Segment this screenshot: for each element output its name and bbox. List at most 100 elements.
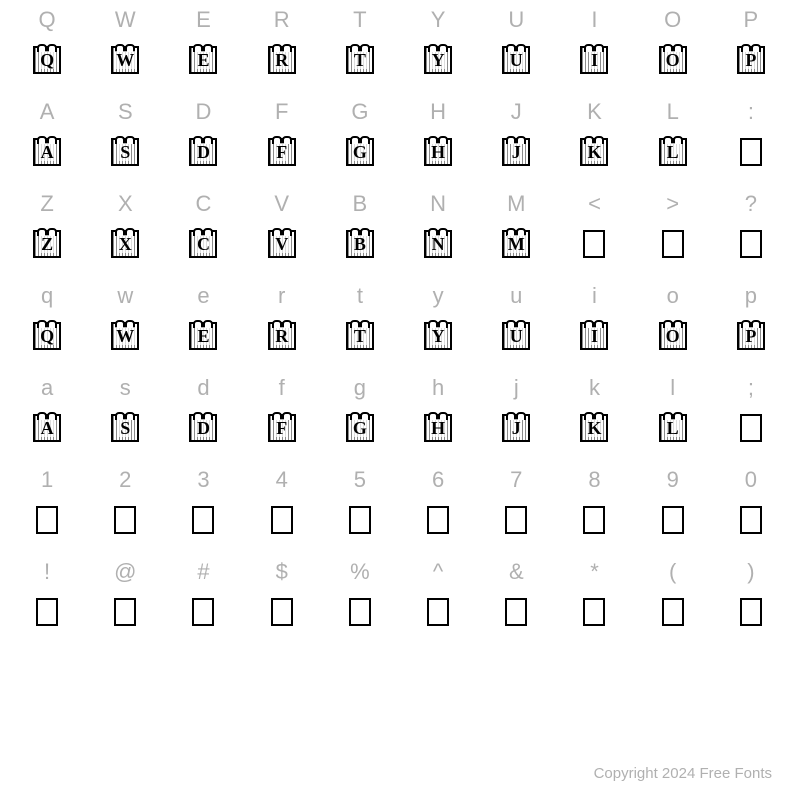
charmap-cell: HH [399,92,477,184]
charmap-cell: JJ [477,92,555,184]
charmap-glyph [662,224,684,264]
glyph-letter: J [511,419,522,437]
charmap-glyph [740,224,762,264]
charmap-key-label: 6 [432,460,444,500]
charmap-key-label: f [279,368,285,408]
empty-glyph-box [427,598,449,626]
charmap-cell: II [555,0,633,92]
charmap-cell: 9 [634,460,712,552]
decorative-glyph-box: J [502,138,530,166]
charmap-key-label: Q [39,0,56,40]
charmap-key-label: H [430,92,446,132]
charmap-glyph [271,500,293,540]
charmap-cell: yY [399,276,477,368]
glyph-letter: U [509,51,524,69]
charmap-key-label: K [587,92,602,132]
charmap-key-label: e [197,276,209,316]
empty-glyph-box [114,506,136,534]
charmap-key-label: S [118,92,133,132]
decorative-glyph-box: C [189,230,217,258]
empty-glyph-box [427,506,449,534]
decorative-glyph-box: A [33,138,61,166]
charmap-key-label: B [353,184,368,224]
empty-glyph-box [740,414,762,442]
charmap-glyph [36,500,58,540]
charmap-key-label: i [592,276,597,316]
charmap-glyph: E [189,316,217,356]
charmap-glyph: E [189,40,217,80]
charmap-cell: MM [477,184,555,276]
charmap-key-label: % [350,552,370,592]
charmap-key-label: w [117,276,133,316]
charmap-cell: fF [243,368,321,460]
charmap-key-label: r [278,276,285,316]
charmap-key-label: l [670,368,675,408]
decorative-glyph-box: O [659,46,687,74]
charmap-glyph: U [502,40,530,80]
charmap-glyph [192,500,214,540]
charmap-key-label: @ [114,552,136,592]
charmap-key-label: L [667,92,679,132]
glyph-letter: A [40,419,55,437]
charmap-glyph: Q [33,316,61,356]
decorative-glyph-box: M [502,230,530,258]
decorative-glyph-box: R [268,322,296,350]
charmap-glyph [271,592,293,632]
charmap-key-label: : [748,92,754,132]
charmap-key-label: ! [44,552,50,592]
charmap-cell: aA [8,368,86,460]
charmap-cell: & [477,552,555,644]
glyph-letter: E [196,327,210,345]
charmap-key-label: U [508,0,524,40]
decorative-glyph-box: D [189,138,217,166]
decorative-glyph-box: Z [33,230,61,258]
charmap-cell: DD [164,92,242,184]
charmap-glyph: D [189,132,217,172]
charmap-cell: 1 [8,460,86,552]
empty-glyph-box [740,230,762,258]
glyph-letter: W [115,327,135,345]
decorative-glyph-box: A [33,414,61,442]
decorative-glyph-box: G [346,414,374,442]
charmap-cell: ( [634,552,712,644]
decorative-glyph-box: O [659,322,687,350]
charmap-key-label: 2 [119,460,131,500]
charmap-glyph: L [659,132,687,172]
empty-glyph-box [505,598,527,626]
charmap-key-label: 0 [745,460,757,500]
glyph-letter: J [511,143,522,161]
charmap-key-label: d [197,368,209,408]
decorative-glyph-box: D [189,414,217,442]
empty-glyph-box [192,506,214,534]
glyph-letter: X [118,235,133,253]
charmap-glyph: W [111,316,139,356]
decorative-glyph-box: G [346,138,374,166]
charmap-cell: GG [321,92,399,184]
empty-glyph-box [505,506,527,534]
charmap-key-label: & [509,552,524,592]
charmap-cell: wW [86,276,164,368]
decorative-glyph-box: J [502,414,530,442]
glyph-letter: Q [39,51,55,69]
decorative-glyph-box: Q [33,46,61,74]
charmap-key-label: F [275,92,288,132]
charmap-glyph: W [111,40,139,80]
charmap-key-label: a [41,368,53,408]
charmap-cell: ^ [399,552,477,644]
charmap-glyph: K [580,408,608,448]
charmap-key-label: h [432,368,444,408]
charmap-glyph: P [737,40,765,80]
charmap-glyph [349,592,371,632]
empty-glyph-box [740,138,762,166]
charmap-cell: % [321,552,399,644]
charmap-cell: FF [243,92,321,184]
glyph-letter: G [352,419,368,437]
charmap-cell: QQ [8,0,86,92]
decorative-glyph-box: L [659,138,687,166]
charmap-cell: > [634,184,712,276]
charmap-cell: LL [634,92,712,184]
charmap-glyph: A [33,408,61,448]
decorative-glyph-box: W [111,46,139,74]
glyph-letter: O [665,327,681,345]
footer-copyright: Copyright 2024 Free Fonts [594,765,772,782]
